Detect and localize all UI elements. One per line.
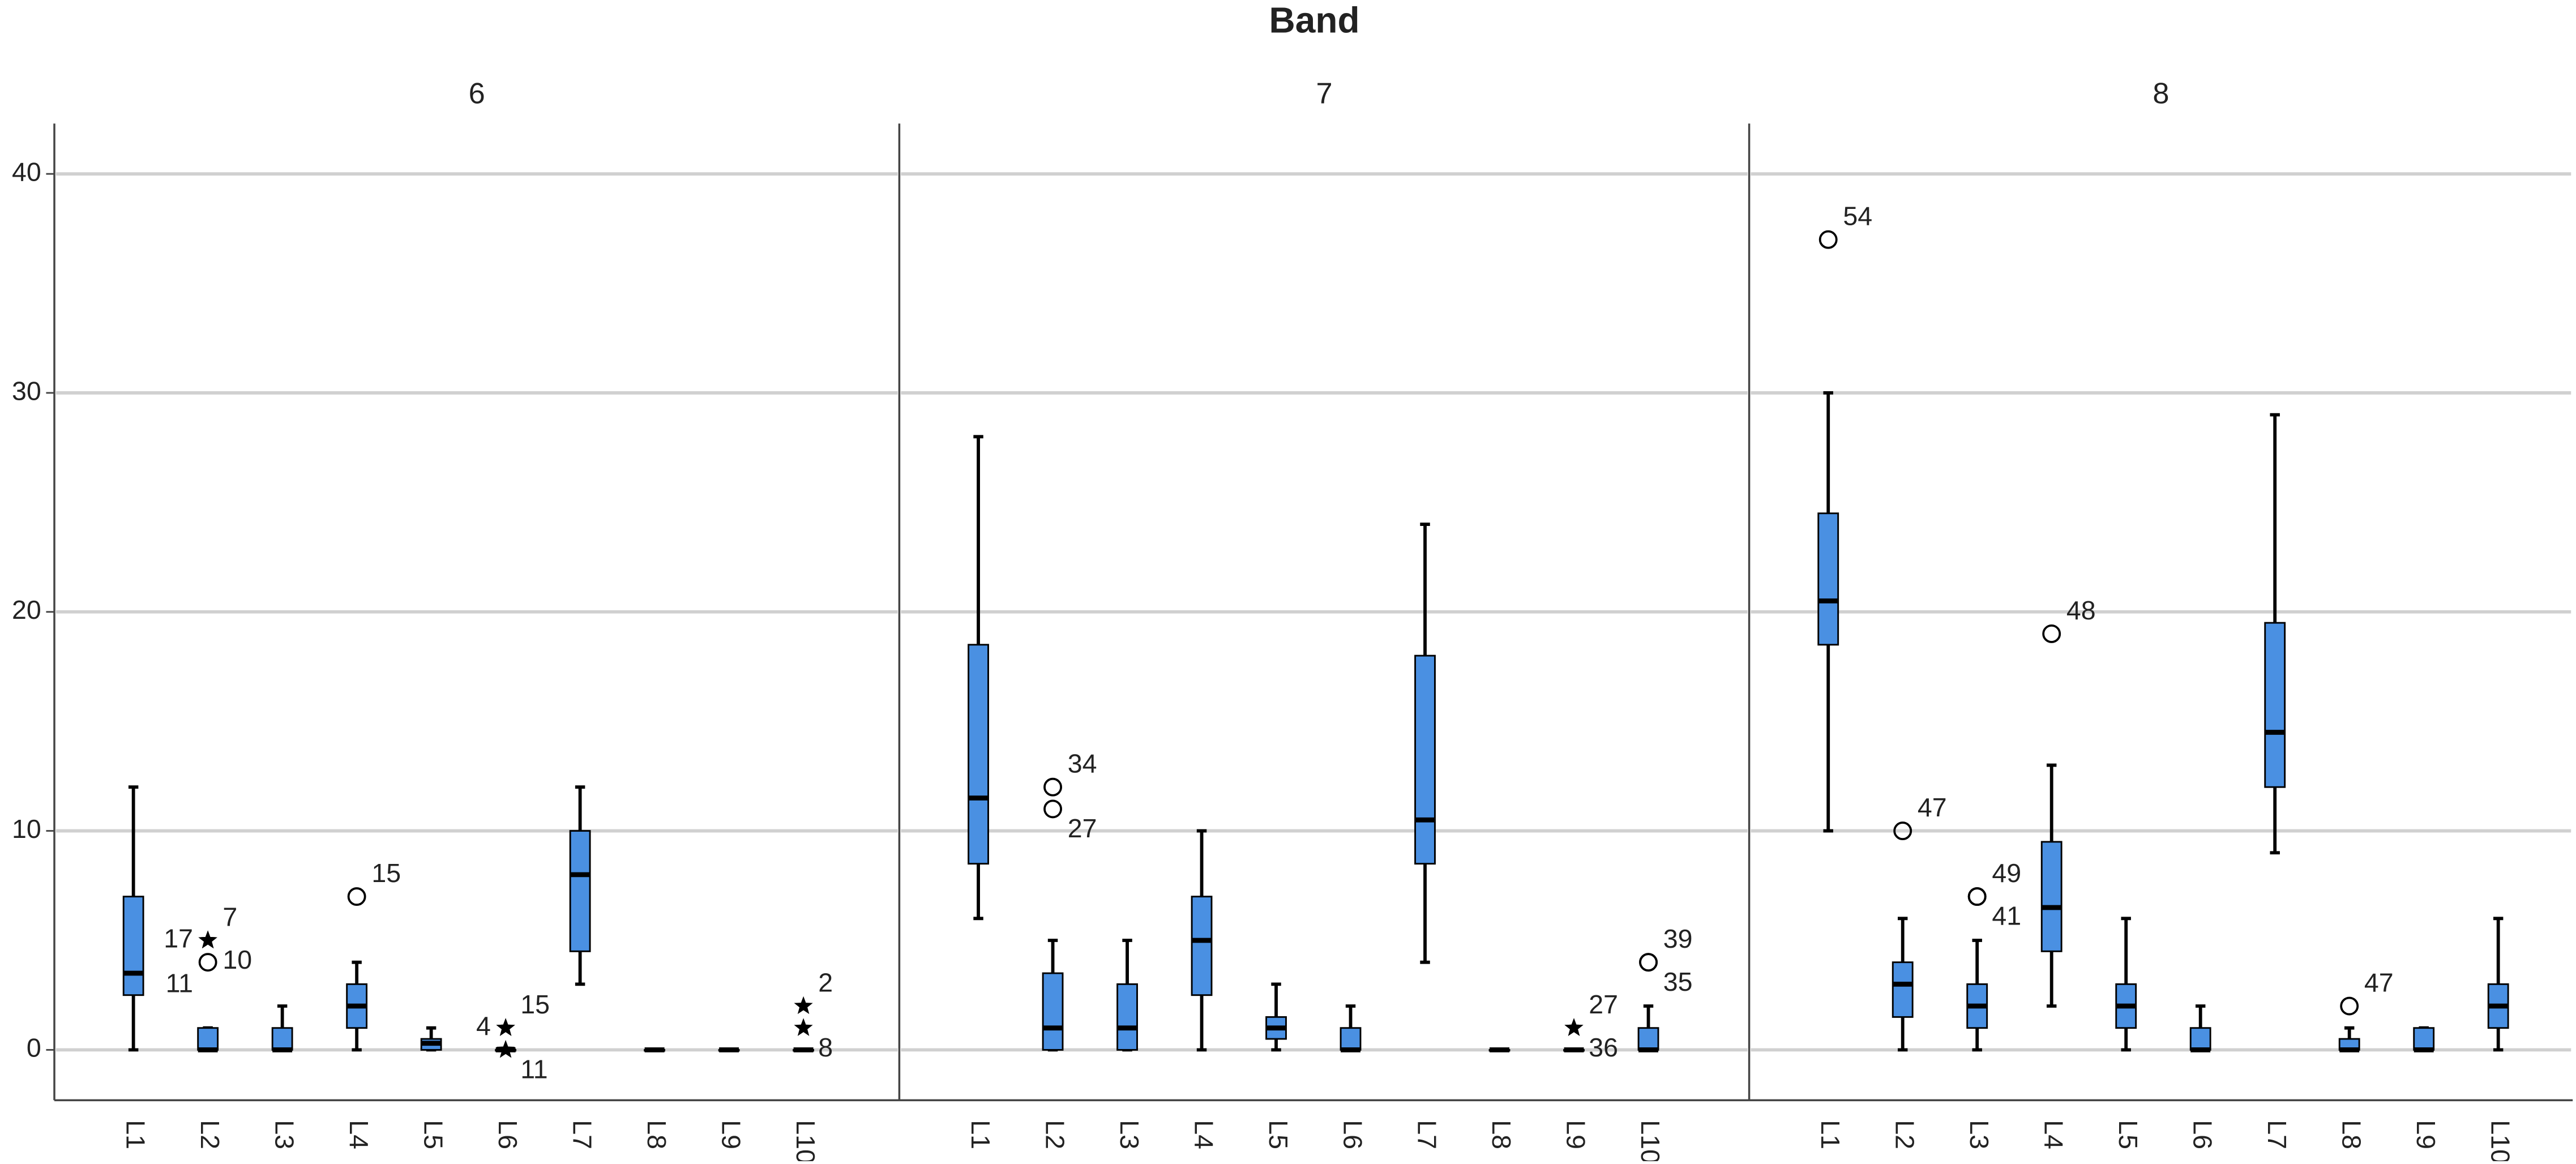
x-tick-label: L6 bbox=[493, 1120, 523, 1149]
x-tick-label: L4 bbox=[344, 1120, 374, 1149]
outlier-label: 47 bbox=[2364, 968, 2394, 998]
outlier-label: 27 bbox=[1589, 990, 1618, 1019]
y-tick-label: 30 bbox=[12, 376, 41, 405]
x-tick-label: L5 bbox=[418, 1120, 448, 1149]
outlier-circle bbox=[347, 887, 366, 906]
box bbox=[968, 644, 989, 865]
x-tick-label: L5 bbox=[2113, 1120, 2143, 1149]
x-tick-label: L8 bbox=[642, 1120, 671, 1149]
x-tick-label: L3 bbox=[269, 1120, 299, 1149]
outlier-circle bbox=[1043, 799, 1063, 819]
outlier-label: 49 bbox=[1992, 858, 2021, 888]
x-tick-label: L7 bbox=[2262, 1120, 2292, 1149]
x-tick-label: L9 bbox=[716, 1120, 746, 1149]
box bbox=[1637, 1027, 1659, 1051]
panel-title: 6 bbox=[469, 78, 485, 110]
outlier-label: 15 bbox=[520, 990, 550, 1019]
x-tick-label: L6 bbox=[1338, 1120, 1367, 1149]
outlier-label: 27 bbox=[1068, 814, 1097, 843]
outlier-circle bbox=[2340, 996, 2359, 1016]
x-tick-label: L9 bbox=[2411, 1120, 2441, 1149]
box bbox=[197, 1027, 219, 1051]
outlier-circle bbox=[1967, 887, 1987, 906]
x-tick-label: L2 bbox=[195, 1120, 225, 1149]
x-tick-label: L4 bbox=[1189, 1120, 1218, 1149]
outlier-star bbox=[1564, 1018, 1584, 1036]
y-tick-label: 20 bbox=[12, 595, 41, 624]
x-tick-label: L5 bbox=[1264, 1120, 1293, 1149]
outlier-label: 10 bbox=[222, 945, 252, 974]
outlier-label: 34 bbox=[1068, 749, 1097, 778]
outlier-label: 4 bbox=[476, 1011, 491, 1041]
outlier-label: 35 bbox=[1663, 967, 1693, 996]
x-tick-label: L2 bbox=[1040, 1120, 1069, 1149]
outlier-label: 11 bbox=[166, 969, 193, 998]
y-tick-label: 0 bbox=[27, 1033, 41, 1063]
outlier-label: 17 bbox=[164, 923, 193, 953]
box bbox=[1817, 512, 1839, 646]
outlier-label: 41 bbox=[1992, 901, 2021, 931]
outlier-label: 7 bbox=[222, 902, 237, 931]
x-tick-label: L2 bbox=[1890, 1120, 1919, 1149]
panel-title: 8 bbox=[2153, 78, 2169, 110]
outlier-circle bbox=[2042, 624, 2061, 643]
box bbox=[1116, 983, 1138, 1051]
x-tick-label: L8 bbox=[1487, 1120, 1516, 1149]
x-tick-label: L3 bbox=[1115, 1120, 1144, 1149]
x-tick-label: L1 bbox=[121, 1120, 150, 1149]
box bbox=[2413, 1027, 2435, 1051]
x-tick-label: L10 bbox=[791, 1120, 820, 1161]
outlier-star bbox=[496, 1039, 515, 1058]
outlier-label: 2 bbox=[818, 968, 833, 998]
y-tick-label: 10 bbox=[12, 814, 41, 844]
x-tick-label: L7 bbox=[1413, 1120, 1442, 1149]
outlier-star bbox=[198, 930, 217, 949]
x-tick-label: L8 bbox=[2337, 1120, 2366, 1149]
outlier-label: 54 bbox=[1843, 202, 1872, 231]
outlier-star bbox=[496, 1018, 515, 1036]
box bbox=[122, 896, 144, 996]
box bbox=[1892, 961, 1914, 1018]
outlier-circle bbox=[1893, 821, 1912, 841]
outlier-circle bbox=[1043, 777, 1063, 797]
box bbox=[271, 1027, 293, 1051]
outlier-star bbox=[794, 996, 813, 1015]
x-tick-label: L7 bbox=[567, 1120, 597, 1149]
outlier-circle bbox=[198, 953, 217, 972]
outlier-label: 15 bbox=[371, 858, 401, 888]
outlier-label: 11 bbox=[520, 1055, 547, 1084]
x-tick-label: L9 bbox=[1561, 1120, 1591, 1149]
x-tick-label: L10 bbox=[1636, 1120, 1665, 1161]
box bbox=[2040, 841, 2062, 952]
x-tick-label: L1 bbox=[1816, 1120, 1845, 1149]
outlier-label: 48 bbox=[2066, 596, 2096, 625]
y-tick-label: 40 bbox=[12, 157, 41, 186]
outlier-label: 39 bbox=[1663, 924, 1693, 953]
outlier-circle bbox=[1639, 953, 1658, 972]
outlier-label: 36 bbox=[1589, 1033, 1618, 1062]
box bbox=[569, 830, 591, 952]
x-tick-label: L3 bbox=[1965, 1120, 1994, 1149]
outlier-label: 8 bbox=[818, 1033, 833, 1062]
box bbox=[1340, 1027, 1362, 1051]
outlier-star bbox=[794, 1018, 813, 1036]
panel-title: 7 bbox=[1316, 78, 1332, 110]
box bbox=[2189, 1027, 2211, 1051]
x-tick-label: L4 bbox=[2039, 1120, 2068, 1149]
box bbox=[1191, 896, 1213, 996]
chart-title: Band bbox=[1269, 0, 1360, 41]
box bbox=[1414, 654, 1436, 865]
outlier-label: 47 bbox=[1918, 793, 1947, 822]
box bbox=[2264, 622, 2286, 788]
x-tick-label: L10 bbox=[2485, 1120, 2515, 1161]
outlier-circle bbox=[1818, 230, 1838, 249]
box bbox=[1042, 972, 1064, 1051]
x-tick-label: L1 bbox=[966, 1120, 995, 1149]
x-tick-label: L6 bbox=[2188, 1120, 2217, 1149]
